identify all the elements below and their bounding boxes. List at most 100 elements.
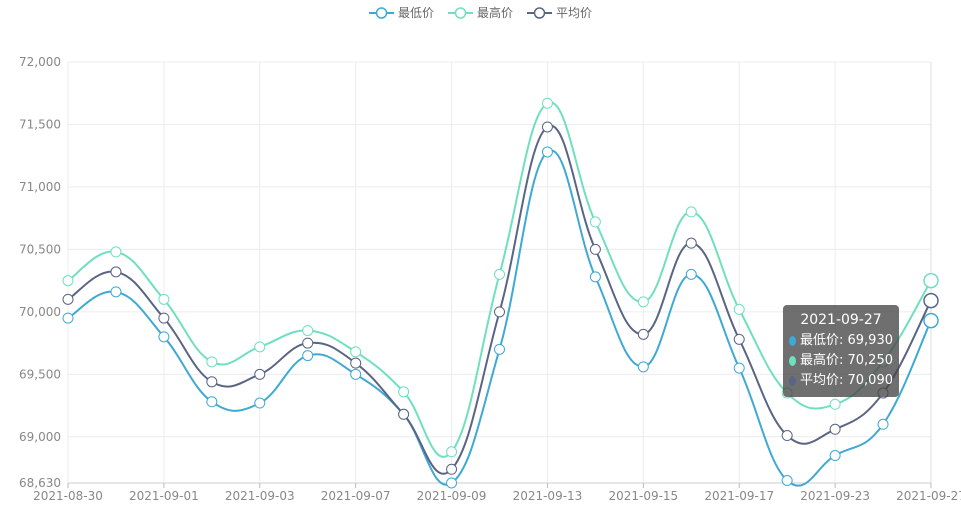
series-dot-icon [789, 336, 796, 346]
x-tick-label: 2021-09-15 [608, 489, 678, 503]
data-point [62, 275, 74, 287]
data-point [589, 271, 601, 283]
legend-line-icon [447, 6, 473, 19]
series-0 [62, 146, 939, 489]
x-tick-label: 2021-09-27 [896, 489, 961, 503]
data-point [350, 368, 362, 380]
data-point [494, 343, 505, 355]
axis-layer: 68,630 69,000 69,500 70,000 70,500 71,000 71,5… [19, 55, 961, 503]
data-point [637, 328, 649, 340]
data-point [733, 303, 745, 315]
y-tick-label: 71,000 [19, 180, 61, 194]
data-point [541, 97, 553, 109]
data-point [62, 312, 74, 324]
y-tick-label: 69,500 [19, 367, 61, 381]
data-point [254, 397, 266, 409]
data-point [158, 293, 170, 305]
series-line [67, 124, 932, 475]
data-point [589, 243, 601, 255]
data-point [206, 396, 218, 408]
x-tick-label: 2021-09-17 [704, 489, 774, 503]
x-tick-label: 2021-09-03 [225, 489, 295, 503]
x-tick-label: 2021-09-01 [129, 489, 199, 503]
tooltip-row-min: 最低价: 69,930 [789, 331, 893, 351]
tooltip-row-max: 最高价: 70,250 [789, 351, 893, 371]
legend-item-min-price[interactable]: 最低价 [368, 4, 434, 21]
y-tick-label: 68,630 [19, 476, 61, 490]
series-layer [62, 97, 939, 489]
tooltip-value: 平均价: 70,090 [800, 373, 893, 388]
legend-label: 最高价 [476, 6, 513, 20]
series-2 [62, 121, 939, 475]
data-point [302, 325, 314, 337]
data-point [733, 333, 745, 345]
data-point [923, 272, 939, 289]
data-point [685, 237, 697, 249]
data-point [302, 337, 314, 349]
data-point [350, 346, 362, 358]
data-point [446, 446, 458, 458]
data-point [637, 361, 649, 373]
data-point [206, 376, 218, 388]
y-tick-label: 71,500 [19, 117, 61, 131]
data-point [302, 350, 314, 362]
series-1 [62, 97, 939, 458]
data-point [733, 362, 745, 374]
x-tick-label: 2021-09-09 [417, 489, 487, 503]
series-line [67, 149, 932, 487]
tooltip-title: 2021-09-27 [800, 312, 882, 328]
data-point [446, 477, 458, 489]
legend-line-icon [368, 6, 394, 19]
data-point [398, 408, 410, 420]
x-tick-label: 2021-09-13 [513, 489, 583, 503]
legend-label: 最低价 [397, 6, 434, 20]
data-point [110, 286, 122, 298]
series-dot-icon [789, 376, 796, 386]
data-point [398, 386, 410, 398]
x-tick-label: 2021-09-23 [800, 489, 870, 503]
data-point [589, 216, 601, 228]
y-tick-label: 70,000 [19, 305, 61, 319]
data-point [877, 418, 889, 430]
data-point [206, 356, 218, 368]
tooltip: 2021-09-27 最低价: 69,930 最高价: 70,250 平均价: … [783, 305, 899, 397]
x-tick-label: 2021-08-30 [33, 489, 103, 503]
data-point [541, 121, 553, 133]
x-tick-label: 2021-09-07 [321, 489, 391, 503]
data-point [254, 368, 266, 380]
data-point [110, 266, 122, 278]
data-point [254, 341, 266, 353]
data-point [637, 296, 649, 308]
tooltip-row-avg: 平均价: 70,090 [789, 371, 893, 391]
legend: 最低价 最高价 平均价 [0, 4, 961, 21]
data-point [494, 268, 505, 280]
data-point [829, 398, 841, 410]
legend-line-icon [527, 6, 552, 19]
data-point [829, 450, 841, 462]
legend-label: 平均价 [556, 6, 593, 20]
y-tick-label: 72,000 [19, 55, 61, 69]
data-point [62, 293, 74, 305]
data-point [158, 312, 170, 324]
data-point [923, 292, 939, 309]
data-point [685, 206, 697, 218]
tooltip-value: 最高价: 70,250 [800, 353, 893, 368]
data-point [685, 268, 697, 280]
data-point [350, 357, 362, 369]
data-point [923, 312, 939, 329]
y-tick-label: 69,000 [19, 430, 61, 444]
data-point [781, 430, 793, 442]
data-point [446, 463, 458, 475]
data-point [829, 423, 841, 435]
grid-layer [67, 61, 932, 484]
y-tick-label: 70,500 [19, 242, 61, 256]
series-dot-icon [789, 356, 796, 366]
series-line [67, 101, 932, 458]
legend-item-avg-price[interactable]: 平均价 [527, 4, 592, 21]
data-point [110, 246, 122, 258]
tooltip-value: 最低价: 69,930 [800, 333, 893, 348]
data-point [781, 475, 793, 487]
data-point [541, 146, 553, 158]
legend-item-max-price[interactable]: 最高价 [447, 4, 513, 21]
